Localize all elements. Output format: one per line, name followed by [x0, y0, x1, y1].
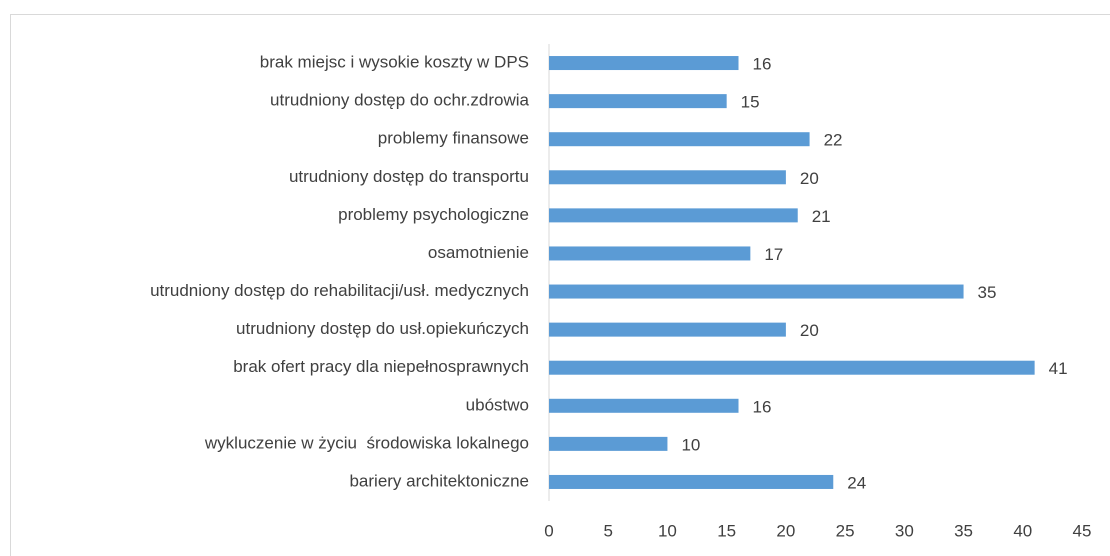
value-label: 16	[753, 397, 772, 416]
bar	[549, 208, 798, 223]
x-tick-label: 25	[836, 521, 855, 540]
value-label: 10	[681, 435, 700, 454]
x-tick-label: 10	[658, 521, 677, 540]
x-tick-label: 40	[1013, 521, 1032, 540]
bar	[549, 322, 786, 337]
y-tick-label: utrudniony dostęp do usł.opiekuńczych	[236, 319, 529, 338]
y-tick-label: problemy finansowe	[378, 129, 529, 148]
value-label: 15	[741, 93, 760, 112]
bar	[549, 132, 810, 147]
y-tick-label: bariery architektoniczne	[349, 471, 529, 490]
value-label: 41	[1049, 359, 1068, 378]
bar	[549, 284, 964, 299]
x-tick-label: 45	[1073, 521, 1092, 540]
value-label: 21	[812, 207, 831, 226]
x-tick-label: 0	[544, 521, 553, 540]
y-tick-label: utrudniony dostęp do transportu	[289, 167, 529, 186]
value-label: 17	[764, 245, 783, 264]
value-label: 35	[978, 283, 997, 302]
x-tick-label: 15	[717, 521, 736, 540]
bar	[549, 56, 739, 71]
chart-border	[10, 14, 1110, 556]
y-tick-label: utrudniony dostęp do rehabilitacji/usł. …	[150, 281, 529, 300]
value-label: 24	[847, 473, 866, 492]
bar	[549, 436, 668, 451]
x-tick-label: 20	[776, 521, 795, 540]
y-tick-label: brak miejsc i wysokie koszty w DPS	[260, 53, 529, 72]
x-tick-label: 5	[603, 521, 612, 540]
value-label: 20	[800, 321, 819, 340]
value-label: 20	[800, 169, 819, 188]
bar	[549, 170, 786, 185]
x-tick-label: 30	[895, 521, 914, 540]
x-tick-label: 35	[954, 521, 973, 540]
y-tick-label: problemy psychologiczne	[338, 205, 529, 224]
bar	[549, 94, 727, 109]
value-label: 22	[824, 131, 843, 150]
bar	[549, 398, 739, 413]
y-tick-label: brak ofert pracy dla niepełnosprawnych	[233, 357, 529, 376]
y-tick-label: osamotnienie	[428, 243, 529, 262]
y-tick-label: utrudniony dostęp do ochr.zdrowia	[270, 91, 529, 110]
bar	[549, 246, 751, 261]
value-label: 16	[753, 55, 772, 74]
y-tick-label: ubóstwo	[466, 395, 529, 414]
bar	[549, 360, 1035, 375]
y-tick-label: wykluczenie w życiu środowiska lokalnego	[204, 433, 529, 452]
bar	[549, 474, 834, 489]
